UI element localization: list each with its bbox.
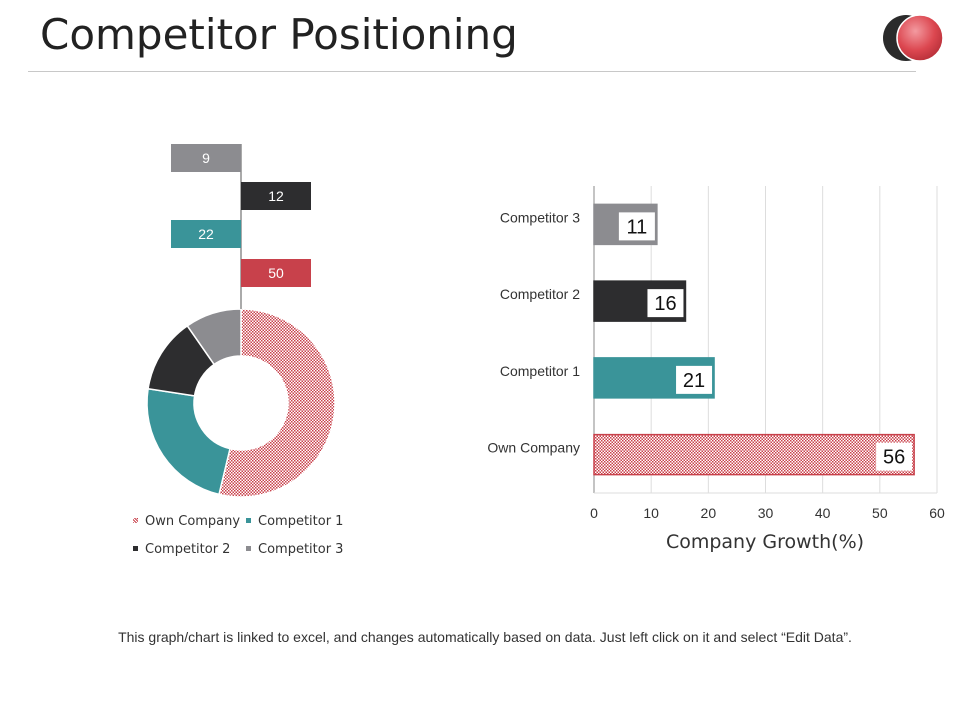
- donut-segment-1: [146, 387, 231, 496]
- x-tick-label: 0: [590, 505, 598, 521]
- bar-value-box: [876, 442, 913, 471]
- bar-value-box: [647, 289, 684, 318]
- bar-0: [593, 433, 915, 476]
- donut-label-text: 22: [198, 226, 214, 242]
- donut-data-label-0: 50: [241, 259, 311, 287]
- y-category-label: Own Company: [487, 440, 580, 456]
- legend-item-competitor-1: Competitor 1: [246, 514, 343, 529]
- donut-label-box: [171, 144, 241, 172]
- bar-value-box: [676, 365, 713, 394]
- y-category-label: Competitor 1: [500, 363, 580, 379]
- footer-note: This graph/chart is linked to excel, and…: [118, 629, 852, 645]
- x-tick-label: 20: [701, 505, 717, 521]
- bar-value-label: 11: [627, 216, 648, 238]
- donut-label-box: [171, 220, 241, 248]
- donut-label-text: 50: [268, 265, 284, 281]
- x-tick-label: 10: [643, 505, 659, 521]
- x-tick-label: 50: [872, 505, 888, 521]
- x-tick-label: 40: [815, 505, 831, 521]
- y-category-label: Competitor 2: [500, 286, 580, 302]
- x-tick-label: 30: [758, 505, 774, 521]
- legend-swatch-comp2: [133, 546, 138, 551]
- donut-segment-0: [218, 308, 336, 498]
- legend-swatch-comp3: [246, 546, 251, 551]
- x-tick-label: 60: [929, 505, 945, 521]
- donut-label-text: 12: [268, 188, 284, 204]
- bar-value-box: [618, 212, 655, 241]
- bar-value-label: 56: [883, 447, 905, 469]
- donut-data-label-2: 12: [241, 182, 311, 210]
- donut-data-label-1: 22: [171, 220, 241, 248]
- donut-chart: 50 22 12 9: [146, 144, 336, 498]
- legend-label-competitor-3: Competitor 3: [258, 542, 344, 557]
- legend-item-competitor-2: Competitor 2: [133, 542, 230, 557]
- legend-item-competitor-3: Competitor 3: [246, 542, 343, 557]
- legend-item-own-company: Own Company: [133, 514, 240, 529]
- donut-data-label-3: 9: [171, 144, 241, 172]
- legend-swatch-own: [133, 518, 138, 523]
- bar-chart: 0 10 20 30 40 50 60 Company Growth(%) Own Compan…: [487, 186, 945, 553]
- bar-value-label: 16: [654, 293, 676, 315]
- donut-label-box: [241, 259, 311, 287]
- legend-label-own-company: Own Company: [145, 514, 241, 529]
- logo-red-circle: [896, 14, 944, 62]
- page-title: Competitor Positioning: [40, 10, 518, 59]
- legend-label-competitor-1: Competitor 1: [258, 514, 344, 529]
- bar-value-label: 21: [683, 370, 705, 392]
- y-category-label: Competitor 3: [500, 209, 580, 225]
- donut-label-text: 9: [202, 150, 210, 166]
- title-divider: [28, 71, 916, 72]
- donut-label-box: [241, 182, 311, 210]
- legend-label-competitor-2: Competitor 2: [145, 542, 231, 557]
- x-axis-title: Company Growth(%): [666, 531, 864, 553]
- logo-circles-icon: [883, 14, 944, 62]
- legend-swatch-comp1: [246, 518, 251, 523]
